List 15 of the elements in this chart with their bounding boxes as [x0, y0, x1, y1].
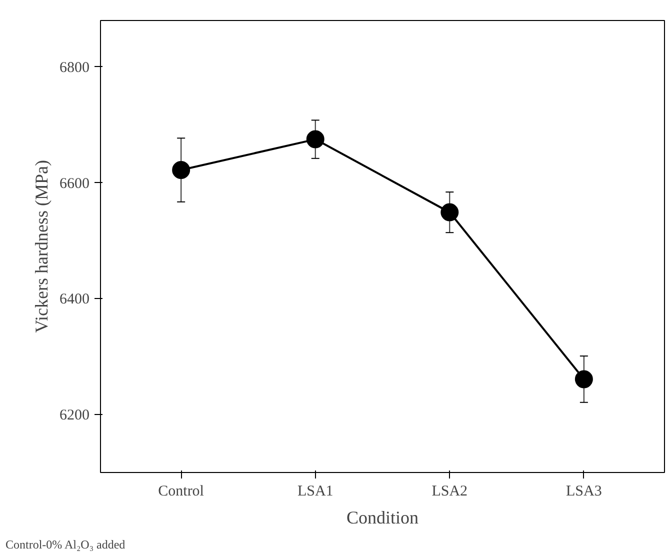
point [574, 370, 593, 388]
x-tick-label: Control [158, 484, 204, 500]
point [306, 130, 324, 148]
x-tick-label: LSA3 [566, 484, 602, 500]
y-tick-label: 6200 [60, 408, 90, 424]
point [440, 203, 459, 222]
x-tick-label: LSA1 [297, 484, 334, 500]
y-tick-label: 6400 [60, 292, 90, 308]
point [172, 161, 190, 179]
x-tick-label: LSA2 [432, 484, 468, 500]
y-axis-title: Vickers hardness (MPa) [32, 160, 52, 333]
text: Control-0% Al₂O₃ added [6, 538, 126, 552]
x-axis-title: Condition [346, 508, 419, 528]
y-tick-label: 6600 [60, 176, 90, 192]
y-tick-label: 6800 [60, 60, 90, 76]
